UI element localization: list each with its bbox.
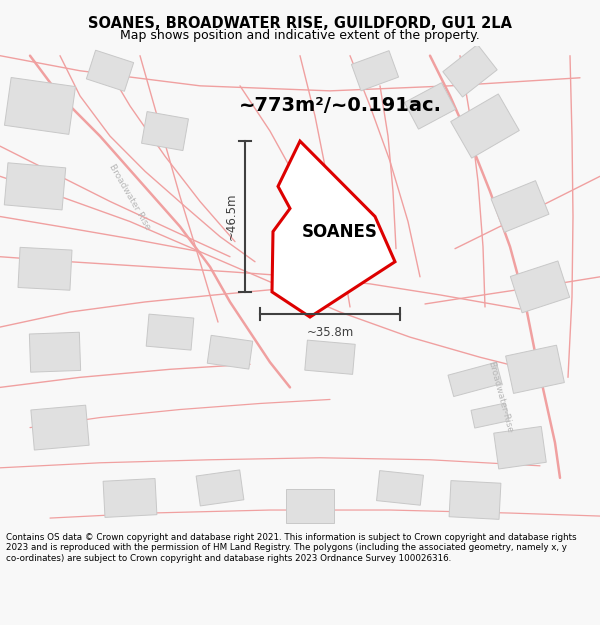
Polygon shape: [4, 78, 76, 134]
Polygon shape: [491, 181, 549, 232]
Text: Map shows position and indicative extent of the property.: Map shows position and indicative extent…: [120, 29, 480, 42]
Polygon shape: [443, 44, 497, 97]
Polygon shape: [451, 94, 520, 158]
Polygon shape: [506, 345, 565, 393]
Text: Broadwater-Rise: Broadwater-Rise: [486, 361, 514, 434]
Polygon shape: [404, 82, 455, 129]
Polygon shape: [448, 362, 502, 396]
Text: Broadwater Rise: Broadwater Rise: [107, 162, 152, 231]
Polygon shape: [494, 426, 546, 469]
Polygon shape: [511, 261, 569, 312]
Text: Contains OS data © Crown copyright and database right 2021. This information is : Contains OS data © Crown copyright and d…: [6, 533, 577, 563]
Polygon shape: [272, 141, 395, 317]
Text: ~46.5m: ~46.5m: [224, 192, 238, 240]
Text: SOANES: SOANES: [302, 222, 378, 241]
Text: ~35.8m: ~35.8m: [307, 326, 353, 339]
Polygon shape: [377, 471, 424, 505]
Text: ~773m²/~0.191ac.: ~773m²/~0.191ac.: [239, 96, 442, 116]
Polygon shape: [471, 403, 509, 428]
Polygon shape: [449, 481, 501, 519]
Polygon shape: [142, 112, 188, 151]
Polygon shape: [18, 248, 72, 290]
Polygon shape: [286, 489, 334, 523]
Polygon shape: [86, 50, 134, 91]
Polygon shape: [196, 470, 244, 506]
Polygon shape: [103, 479, 157, 518]
Polygon shape: [305, 340, 355, 374]
Text: SOANES, BROADWATER RISE, GUILDFORD, GU1 2LA: SOANES, BROADWATER RISE, GUILDFORD, GU1 …: [88, 16, 512, 31]
Polygon shape: [29, 332, 80, 372]
Polygon shape: [4, 162, 66, 210]
Polygon shape: [207, 336, 253, 369]
Polygon shape: [352, 51, 398, 91]
Polygon shape: [31, 405, 89, 450]
Polygon shape: [146, 314, 194, 350]
